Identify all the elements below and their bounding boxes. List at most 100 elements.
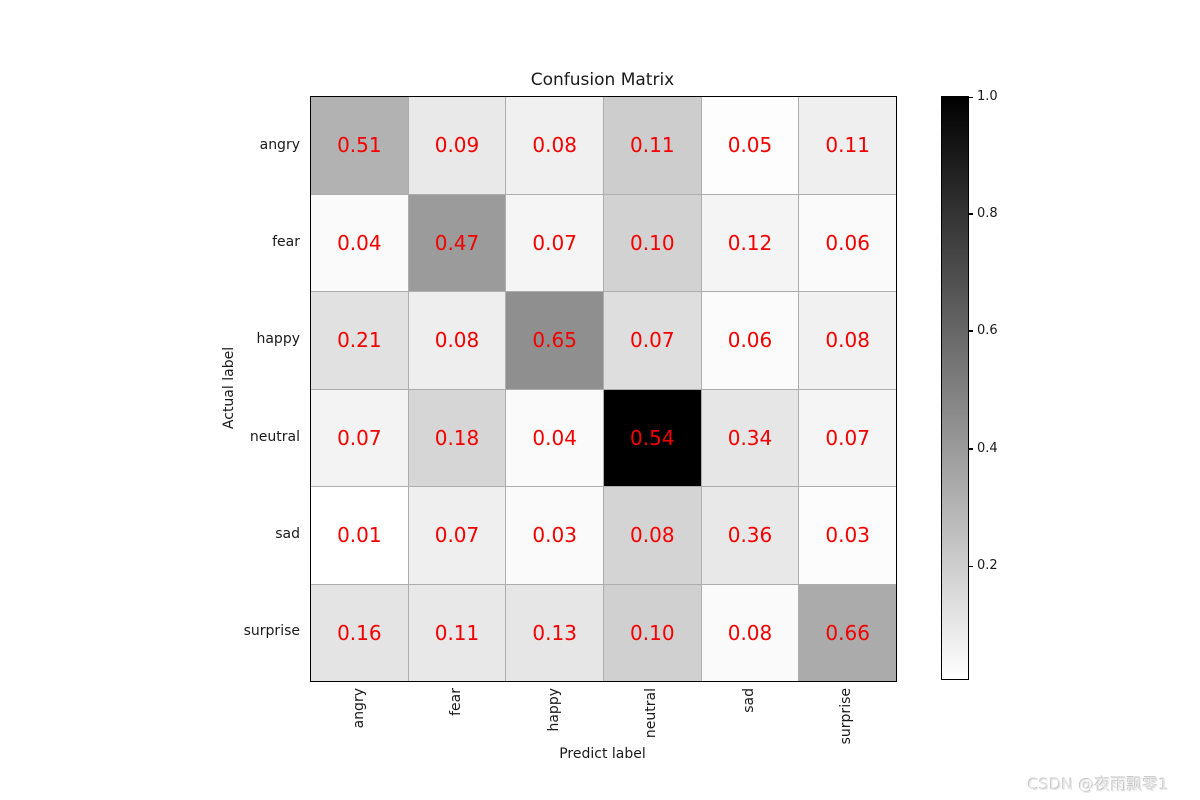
heatmap-cell-value: 0.08 xyxy=(630,523,675,548)
y-tick-label: fear xyxy=(272,234,300,250)
heatmap-cell: 0.21 xyxy=(311,292,408,389)
y-tick-label: surprise xyxy=(243,623,300,640)
heatmap-cell: 0.07 xyxy=(311,389,408,486)
heatmap-cell: 0.11 xyxy=(603,97,701,194)
heatmap-cell-value: 0.36 xyxy=(727,523,773,548)
heatmap-cell-value: 0.21 xyxy=(337,328,382,353)
heatmap-cell-value: 0.07 xyxy=(630,328,675,353)
heatmap-cell-value: 0.07 xyxy=(337,425,382,450)
heatmap-cell: 0.06 xyxy=(799,194,896,291)
heatmap-cell: 0.18 xyxy=(408,389,506,486)
heatmap-cell: 0.07 xyxy=(799,389,896,486)
heatmap-cell-value: 0.08 xyxy=(825,328,870,353)
heatmap-cell-value: 0.54 xyxy=(630,425,675,450)
heatmap-cell-value: 0.07 xyxy=(825,425,870,450)
heatmap-cell-value: 0.07 xyxy=(532,230,577,255)
heatmap-cell: 0.54 xyxy=(603,389,701,486)
heatmap-cell: 0.13 xyxy=(506,584,603,681)
heatmap-cell-value: 0.12 xyxy=(727,230,773,255)
heatmap-cell-value: 0.03 xyxy=(825,523,870,548)
heatmap-cell-value: 0.03 xyxy=(532,523,577,548)
y-axis-label: Actual label xyxy=(221,346,237,430)
heatmap-cell-value: 0.65 xyxy=(532,328,577,353)
heatmap-cell-value: 0.08 xyxy=(727,620,773,645)
x-tick-label: angry xyxy=(350,688,367,729)
colorbar-tick-label: 0.2 xyxy=(977,558,998,574)
heatmap-cell: 0.11 xyxy=(799,97,896,194)
colorbar xyxy=(941,96,969,680)
heatmap-cell-value: 0.08 xyxy=(532,133,577,158)
x-tick-label: sad xyxy=(740,688,757,713)
heatmap-cell-value: 0.11 xyxy=(434,620,480,645)
colorbar-tick-label: 0.6 xyxy=(977,322,998,338)
heatmap-cell: 0.08 xyxy=(603,487,701,584)
heatmap-cell-value: 0.01 xyxy=(337,523,382,548)
heatmap-cell: 0.08 xyxy=(799,292,896,389)
heatmap-cell-value: 0.11 xyxy=(630,133,675,158)
heatmap-cell-value: 0.07 xyxy=(434,523,480,548)
heatmap-cell-value: 0.34 xyxy=(727,425,773,450)
heatmap-cell-value: 0.51 xyxy=(337,133,382,158)
heatmap-cell: 0.07 xyxy=(506,194,603,291)
heatmap-cell: 0.07 xyxy=(603,292,701,389)
heatmap-cell-value: 0.13 xyxy=(532,620,577,645)
colorbar-tick-label: 0.8 xyxy=(977,205,998,221)
heatmap-cell: 0.03 xyxy=(799,487,896,584)
x-tick-label: happy xyxy=(545,688,562,732)
heatmap-cell-value: 0.05 xyxy=(727,133,773,158)
heatmap-cell: 0.05 xyxy=(701,97,799,194)
heatmap-cell: 0.34 xyxy=(701,389,799,486)
x-tick-label: surprise xyxy=(838,688,855,745)
heatmap-cell: 0.03 xyxy=(506,487,603,584)
heatmap-cell: 0.66 xyxy=(799,584,896,681)
heatmap-cell: 0.10 xyxy=(603,194,701,291)
heatmap-cell-value: 0.66 xyxy=(825,620,870,645)
heatmap-cell-value: 0.04 xyxy=(532,425,577,450)
heatmap-cell-value: 0.18 xyxy=(434,425,480,450)
heatmap-cell-value: 0.04 xyxy=(337,230,382,255)
colorbar-tick-mark xyxy=(969,448,973,450)
colorbar-tick-mark xyxy=(969,565,973,568)
heatmap-cell-value: 0.06 xyxy=(825,230,870,255)
y-tick-label: neutral xyxy=(249,428,300,445)
heatmap-cell: 0.08 xyxy=(506,97,603,194)
heatmap-cell-value: 0.10 xyxy=(630,620,675,645)
y-tick-label: angry xyxy=(259,136,300,153)
x-axis-label: Predict label xyxy=(559,746,646,762)
x-tick-label: fear xyxy=(448,688,465,716)
heatmap-cell: 0.08 xyxy=(701,584,799,681)
heatmap-cell: 0.11 xyxy=(408,584,506,681)
heatmap-cell: 0.12 xyxy=(701,194,799,291)
heatmap-cell: 0.04 xyxy=(506,389,603,486)
colorbar-tick-label: 0.4 xyxy=(977,440,998,456)
heatmap-cell: 0.65 xyxy=(506,292,603,389)
colorbar-tick-mark xyxy=(969,330,973,332)
csdn-watermark: CSDN @夜雨飘零1 xyxy=(1028,775,1169,794)
colorbar-tick-mark xyxy=(969,213,973,215)
heatmap-cell-value: 0.09 xyxy=(434,133,480,158)
colorbar-gradient xyxy=(942,97,968,679)
heatmap-cell: 0.16 xyxy=(311,584,408,681)
heatmap-cell: 0.04 xyxy=(311,194,408,291)
heatmap-cell: 0.06 xyxy=(701,292,799,389)
y-tick-label: happy xyxy=(256,331,300,348)
heatmap-cell-value: 0.06 xyxy=(727,328,773,353)
heatmap-cell-value: 0.11 xyxy=(825,133,870,158)
heatmap-cell: 0.10 xyxy=(603,584,701,681)
y-tick-label: sad xyxy=(275,526,300,542)
heatmap-grid: 0.51 0.09 0.08 0.11 0.05 0.11 0.04 0.47 0.07 0.10… xyxy=(310,96,897,682)
heatmap-cell-value: 0.08 xyxy=(434,328,480,353)
heatmap-cell-value: 0.16 xyxy=(337,620,382,645)
heatmap-cell-value: 0.10 xyxy=(630,230,675,255)
heatmap-cell: 0.51 xyxy=(311,97,408,194)
x-tick-label: neutral xyxy=(643,688,660,739)
chart-title: Confusion Matrix xyxy=(530,70,675,90)
heatmap-cell: 0.08 xyxy=(408,292,506,389)
heatmap-cell: 0.36 xyxy=(701,487,799,584)
heatmap-cell: 0.47 xyxy=(408,194,506,291)
heatmap-cell: 0.01 xyxy=(311,487,408,584)
heatmap-cell: 0.07 xyxy=(408,487,506,584)
colorbar-tick-label: 1.0 xyxy=(977,89,998,105)
colorbar-tick-mark xyxy=(969,96,973,99)
